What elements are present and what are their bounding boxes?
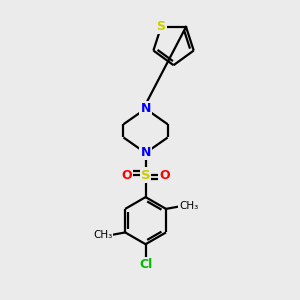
Text: S: S xyxy=(157,20,166,33)
Text: N: N xyxy=(140,146,151,159)
Text: N: N xyxy=(140,102,151,115)
Text: CH₃: CH₃ xyxy=(93,230,112,240)
Text: O: O xyxy=(121,169,132,182)
Text: O: O xyxy=(159,169,170,182)
Text: CH₃: CH₃ xyxy=(179,201,198,211)
Text: Cl: Cl xyxy=(139,258,152,271)
Text: S: S xyxy=(141,169,150,182)
